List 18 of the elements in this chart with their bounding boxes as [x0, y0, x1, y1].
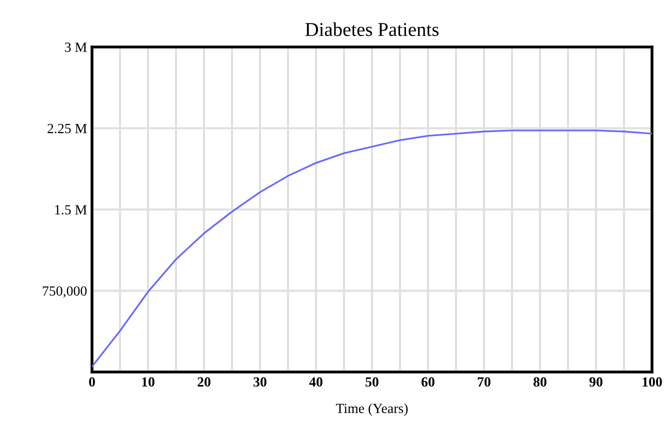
line-series: [92, 130, 652, 368]
y-tick-label: 750,000: [42, 286, 87, 298]
x-tick-label: 50: [366, 377, 378, 387]
x-tick-label: 30: [254, 377, 266, 387]
x-tick-label: 90: [589, 377, 602, 387]
x-tick-label: 80: [534, 377, 546, 387]
chart-title: Diabetes Patients: [305, 22, 439, 36]
x-tick-label: 20: [198, 377, 210, 387]
y-tick-label: 2.25 M: [48, 124, 87, 134]
x-tick-label: 10: [142, 377, 154, 387]
y-tick-label: 3 M: [65, 42, 87, 52]
x-tick-label: 0: [89, 377, 95, 387]
x-tick-label: 70: [478, 377, 490, 387]
x-axis-title: Time (Years): [336, 403, 408, 416]
x-tick-label: 100: [642, 377, 662, 387]
x-tick-label: 60: [422, 377, 434, 387]
x-tick-label: 40: [309, 377, 322, 387]
y-tick-label: 1.5 M: [55, 205, 87, 215]
